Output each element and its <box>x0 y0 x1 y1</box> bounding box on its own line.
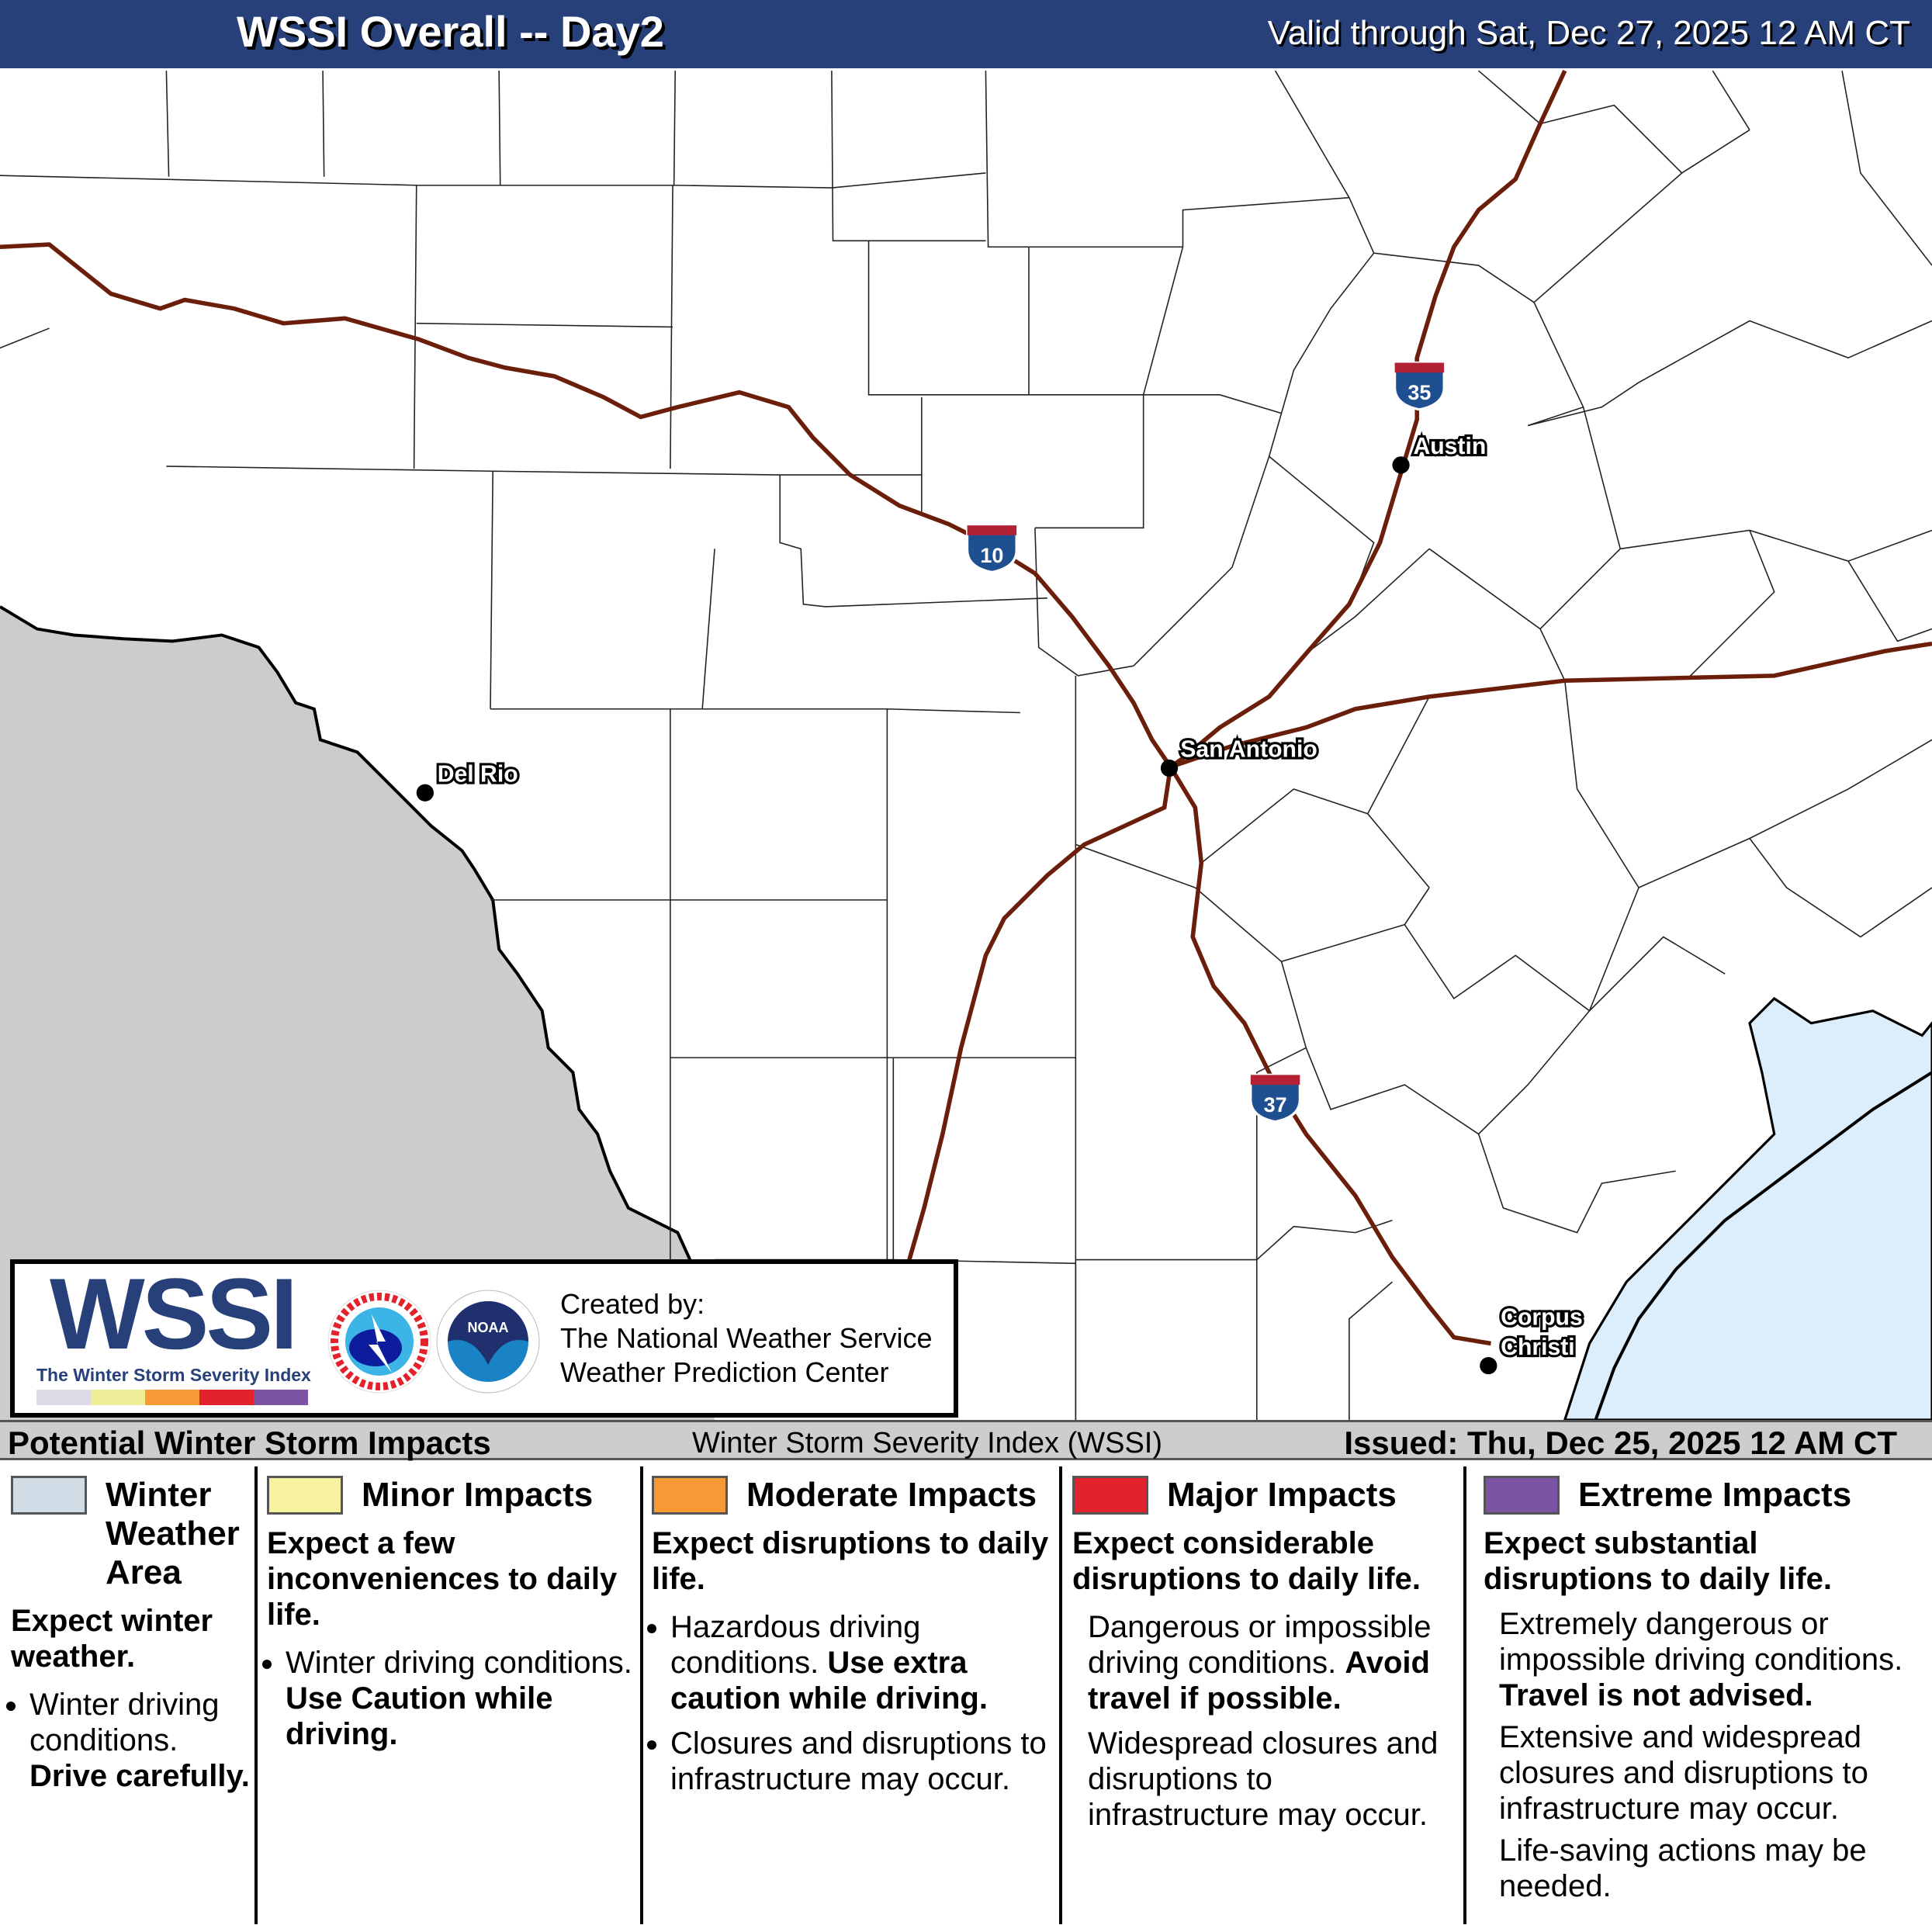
wssi-color-bar-2 <box>91 1390 145 1405</box>
wssi-color-bar-4 <box>199 1390 254 1405</box>
legend-winter-weather-area: Winter Weather Area Expect winter weathe… <box>11 1466 251 1928</box>
noaa-text: NOAA <box>468 1320 509 1335</box>
legend-minor-impacts: Minor Impacts Expect a few inconvenience… <box>267 1466 636 1928</box>
i10-west <box>0 242 1172 768</box>
credits: Created by: The National Weather Service… <box>560 1287 933 1390</box>
city-label-christi: Christi <box>1501 1335 1575 1360</box>
legend-heading: Winter Weather Area <box>106 1476 240 1591</box>
city-markers: Del Rio San Antonio Austin Corpus Christ… <box>416 431 1585 1375</box>
wssi-color-bar-3 <box>145 1390 199 1405</box>
i35-south <box>907 766 1173 1261</box>
legend-heading: Minor Impacts <box>362 1476 594 1514</box>
interstate-shield-10: 10 <box>966 524 1018 574</box>
legend-moderate-impacts: Moderate Impacts Expect disruptions to d… <box>652 1466 1055 1928</box>
i35-north <box>1169 70 1567 769</box>
legend-summary: Expect considerable disruptions to daily… <box>1072 1526 1421 1596</box>
shield-number: 35 <box>1407 381 1431 404</box>
interstate-shield-37: 37 <box>1249 1073 1301 1124</box>
legend-swatch <box>1484 1476 1560 1515</box>
wssi-color-bar-1 <box>36 1390 91 1405</box>
city-label-corpus: Corpus <box>1501 1305 1583 1331</box>
interstate-highways <box>0 70 1932 1346</box>
i10-east <box>1169 641 1932 770</box>
legend-bullets: Winter driving conditions. Drive careful… <box>11 1687 251 1794</box>
created-by-label: Created by: <box>560 1288 705 1320</box>
issued-time: Issued: Thu, Dec 25, 2025 12 AM CT <box>1344 1425 1897 1461</box>
legend-divider <box>254 1466 258 1924</box>
legend-divider <box>640 1466 643 1924</box>
legend-title-bar: Potential Winter Storm Impacts Winter St… <box>0 1420 1932 1461</box>
city-label-austin: Austin <box>1413 434 1486 459</box>
legend-divider <box>1463 1466 1466 1924</box>
legend-bullets: Winter driving conditions. Use Caution w… <box>267 1645 636 1752</box>
legend-title: Potential Winter Storm Impacts <box>8 1425 491 1461</box>
barrier-island <box>1594 1071 1932 1420</box>
mexico-area <box>0 606 715 1420</box>
county-lines <box>0 70 1932 1420</box>
legend-index-name: Winter Storm Severity Index (WSSI) <box>692 1427 1163 1459</box>
legend-major-impacts: Major Impacts Expect considerable disrup… <box>1072 1466 1460 1928</box>
legend-details: Extremely dangerous or impossible drivin… <box>1499 1607 1903 1903</box>
map-title: WSSI Overall -- Day2 <box>237 7 664 56</box>
city-dot-del-rio <box>416 784 434 802</box>
valid-time: Valid through Sat, Dec 27, 2025 12 AM CT <box>1267 14 1910 52</box>
wssi-color-bar-5 <box>254 1390 308 1405</box>
city-dot-corpus-christi <box>1480 1357 1497 1375</box>
city-dot-austin <box>1392 456 1410 474</box>
legend-summary: Expect a few inconveniences to daily lif… <box>267 1526 618 1632</box>
gulf-water <box>1563 996 1932 1420</box>
legend-heading: Extreme Impacts <box>1578 1476 1852 1514</box>
legend-divider <box>1059 1466 1062 1924</box>
legend-heading: Moderate Impacts <box>746 1476 1037 1514</box>
city-dot-san-antonio <box>1160 759 1179 777</box>
wssi-logo: WSSI <box>50 1257 298 1370</box>
legend-swatch <box>267 1476 343 1515</box>
header-bar: WSSI Overall -- Day2 Valid through Sat, … <box>0 0 1932 68</box>
city-label-san-antonio: San Antonio <box>1180 737 1317 763</box>
legend-summary: Expect substantial disruptions to daily … <box>1484 1526 1832 1596</box>
legend-summary: Expect disruptions to daily life. <box>652 1526 1049 1596</box>
wssi-tagline: The Winter Storm Severity Index <box>36 1365 311 1385</box>
credit-nws: The National Weather Service <box>560 1322 933 1354</box>
credit-wpc: Weather Prediction Center <box>560 1356 889 1388</box>
legend-swatch <box>652 1476 728 1515</box>
impact-map: 10 35 37 Del Rio San Antonio Austin Corp… <box>0 68 1932 1420</box>
border-line <box>0 605 692 1261</box>
legend-swatch <box>1072 1476 1148 1515</box>
legend-summary: Expect winter weather. <box>11 1604 213 1674</box>
legend-heading: Major Impacts <box>1167 1476 1397 1514</box>
shield-number: 37 <box>1264 1093 1287 1117</box>
noaa-logo: NOAA <box>436 1290 540 1394</box>
legend-details: Dangerous or impossible driving conditio… <box>1088 1610 1439 1832</box>
logo-panel: WSSI The Winter Storm Severity Index NOA… <box>10 1259 958 1418</box>
legend-swatch <box>11 1476 87 1515</box>
nws-logo <box>327 1290 431 1394</box>
legend-extreme-impacts: Extreme Impacts Expect substantial disru… <box>1484 1466 1926 1928</box>
legend-bullets: Hazardous driving conditions. Use extra … <box>652 1609 1055 1797</box>
interstate-shield-35: 35 <box>1394 361 1446 411</box>
shield-number: 10 <box>980 544 1003 567</box>
city-label-del-rio: Del Rio <box>438 761 518 787</box>
